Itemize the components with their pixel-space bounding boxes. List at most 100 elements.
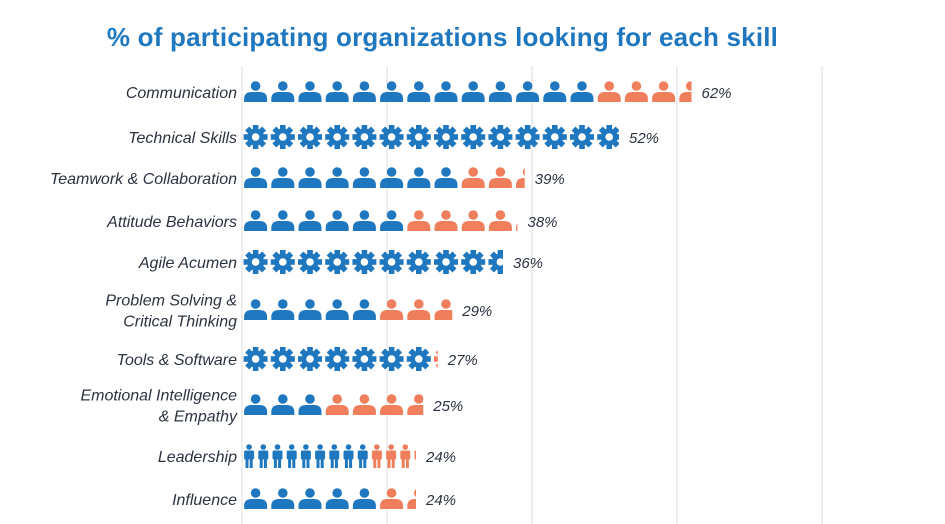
person-icon: [298, 81, 322, 102]
person-icon: [434, 299, 453, 320]
person-icon: [407, 210, 431, 231]
gear-icon: [243, 250, 268, 274]
person-icon: [298, 299, 322, 320]
person-icon: [298, 488, 322, 509]
gear-icon: [434, 348, 438, 370]
value-label-9: 24%: [425, 449, 456, 466]
gear-icon: [434, 250, 458, 274]
person-icon: [352, 210, 376, 231]
gear-icon: [243, 125, 268, 149]
bar-10: [244, 488, 416, 509]
gear-icon: [542, 125, 567, 149]
person-icon: [624, 81, 648, 102]
person-icon: [380, 210, 404, 231]
person-icon: [343, 444, 354, 468]
person-icon: [300, 444, 311, 468]
bar-3: [244, 167, 525, 188]
gear-icon: [597, 125, 619, 149]
category-label-4: Attitude Behaviors: [106, 214, 237, 231]
gear-icon: [488, 250, 503, 274]
person-icon: [407, 489, 416, 509]
gear-icon: [406, 250, 431, 274]
person-icon: [543, 81, 567, 102]
gear-icon: [270, 250, 295, 274]
category-label-10: Influence: [172, 492, 237, 509]
gear-icon: [570, 125, 594, 149]
gear-icon: [379, 347, 404, 371]
person-icon: [407, 299, 431, 320]
person-icon: [271, 81, 295, 102]
gear-icon: [406, 347, 431, 371]
bar-6: [244, 299, 453, 320]
category-label-1: Communication: [126, 85, 237, 102]
person-icon: [414, 450, 416, 468]
category-label-7: Tools & Software: [117, 352, 237, 369]
person-icon: [325, 299, 349, 320]
person-icon: [407, 394, 424, 415]
gear-icon: [270, 347, 295, 371]
category-label-2: Technical Skills: [128, 130, 237, 147]
person-icon: [271, 299, 295, 320]
person-icon: [352, 488, 376, 509]
person-icon: [407, 167, 431, 188]
gear-icon: [243, 347, 268, 371]
value-label-8: 25%: [432, 398, 463, 415]
gear-icon: [352, 347, 377, 371]
person-icon: [325, 81, 349, 102]
person-icon: [434, 210, 458, 231]
value-label-2: 52%: [629, 130, 659, 147]
person-icon: [352, 167, 376, 188]
person-icon: [298, 394, 322, 415]
person-icon: [244, 210, 268, 231]
person-icon: [488, 81, 512, 102]
gear-icon: [325, 347, 350, 371]
person-icon: [244, 394, 268, 415]
person-icon: [597, 81, 621, 102]
person-icon: [516, 168, 525, 188]
bar-2: [243, 125, 619, 149]
gear-icon: [298, 250, 322, 274]
person-icon: [244, 81, 268, 102]
person-icon: [516, 81, 540, 102]
person-icon: [516, 223, 518, 231]
gear-icon: [515, 125, 540, 149]
gear-icon: [379, 125, 404, 149]
person-icon: [286, 444, 297, 468]
person-icon: [357, 444, 368, 468]
gear-icon: [298, 125, 322, 149]
person-icon: [380, 81, 404, 102]
value-label-1: 62%: [702, 85, 732, 102]
person-icon: [352, 394, 376, 415]
value-label-7: 27%: [447, 352, 478, 369]
bar-1: [244, 81, 692, 102]
category-label-8: Emotional Intelligence & Empathy: [80, 388, 238, 426]
person-icon: [380, 394, 404, 415]
person-icon: [298, 167, 322, 188]
person-icon: [298, 210, 322, 231]
category-label-3: Teamwork & Collaboration: [50, 171, 237, 188]
value-label-5: 36%: [513, 255, 543, 272]
gear-icon: [461, 125, 486, 149]
person-icon: [380, 299, 404, 320]
person-icon: [272, 444, 283, 468]
gear-icon: [488, 125, 513, 149]
person-icon: [488, 210, 512, 231]
person-icon: [461, 210, 485, 231]
person-icon: [271, 488, 295, 509]
person-icon: [325, 167, 349, 188]
person-icon: [434, 81, 458, 102]
gear-icon: [352, 250, 377, 274]
bar-5: [243, 250, 503, 274]
category-label-9: Leadership: [158, 449, 237, 466]
gear-icon: [434, 125, 458, 149]
gear-icon: [325, 125, 350, 149]
person-icon: [244, 444, 255, 468]
bar-4: [244, 210, 518, 231]
value-label-10: 24%: [425, 492, 456, 509]
person-icon: [352, 299, 376, 320]
gear-icon: [379, 250, 404, 274]
bar-7: [243, 347, 438, 371]
person-icon: [679, 81, 692, 102]
person-icon: [271, 210, 295, 231]
bar-9: [244, 444, 416, 468]
